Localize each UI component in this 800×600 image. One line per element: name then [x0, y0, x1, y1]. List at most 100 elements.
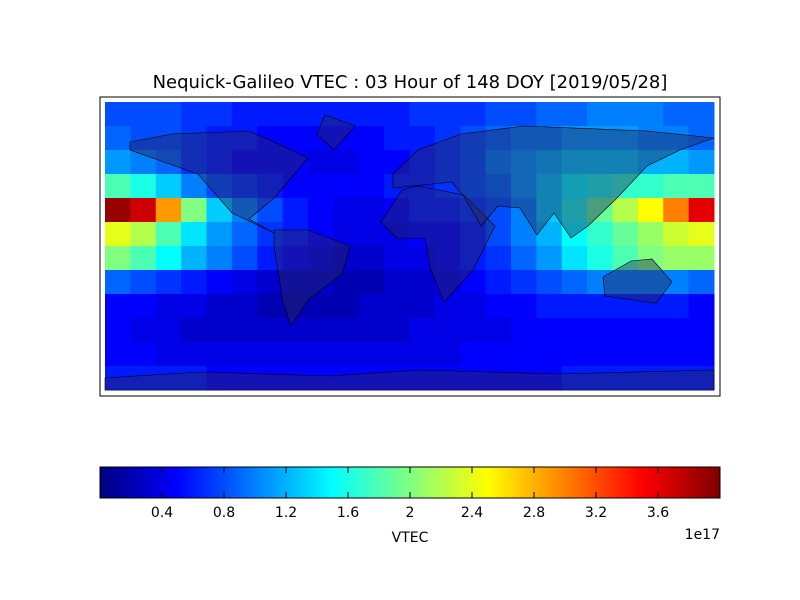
heatmap-cell	[384, 294, 410, 319]
heatmap-cell	[231, 126, 258, 151]
heatmap-cell	[637, 366, 664, 391]
heatmap-cell	[511, 366, 537, 391]
heatmap-cell	[485, 102, 512, 127]
heatmap-cell	[434, 318, 461, 343]
heatmap-cell	[384, 342, 410, 367]
heatmap-cell	[130, 318, 157, 343]
heatmap-cell	[105, 318, 131, 343]
heatmap-cell	[155, 198, 182, 223]
heatmap-cell	[282, 342, 309, 367]
heatmap-cell	[485, 342, 512, 367]
heatmap-cell	[257, 366, 284, 391]
heatmap-cell	[155, 150, 182, 175]
heatmap-cell	[358, 222, 385, 247]
heatmap-cell	[561, 318, 588, 343]
heatmap-cell	[561, 246, 588, 271]
heatmap-cell	[561, 366, 588, 391]
heatmap-cell	[409, 102, 436, 127]
heatmap-cell	[155, 294, 182, 319]
heatmap-cell	[536, 174, 563, 199]
heatmap-cell	[231, 222, 258, 247]
heatmap-cell	[282, 102, 309, 127]
heatmap-cell	[130, 294, 157, 319]
heatmap-cell	[587, 342, 613, 367]
heatmap-cell	[358, 366, 385, 391]
heatmap-cell	[561, 150, 588, 175]
heatmap-cell	[511, 150, 537, 175]
heatmap-cell	[688, 222, 715, 247]
heatmap-cell	[663, 294, 690, 319]
heatmap-cell	[308, 246, 334, 271]
heatmap-cell	[282, 174, 309, 199]
heatmap-cell	[105, 270, 131, 295]
heatmap-cell	[460, 174, 487, 199]
heatmap-cell	[308, 294, 334, 319]
heatmap-cell	[511, 198, 537, 223]
heatmap-cell	[308, 222, 334, 247]
heatmap-cell	[561, 270, 588, 295]
heatmap-cell	[130, 342, 157, 367]
heatmap-cell	[206, 150, 233, 175]
heatmap-cell	[308, 198, 334, 223]
heatmap-cell	[282, 198, 309, 223]
heatmap-cell	[155, 126, 182, 151]
heatmap-cell	[181, 126, 207, 151]
heatmap-cell	[536, 246, 563, 271]
heatmap-cell	[637, 270, 664, 295]
land	[104, 369, 715, 391]
heatmap-cell	[181, 222, 207, 247]
heatmap-cell	[637, 102, 664, 127]
heatmap-cell	[155, 366, 182, 391]
heatmap-cell	[155, 246, 182, 271]
heatmap-cell	[688, 246, 715, 271]
heatmap-cell	[612, 102, 639, 127]
heatmap-cell	[663, 318, 690, 343]
heatmap-cell	[663, 174, 690, 199]
heatmap-cell	[587, 198, 613, 223]
heatmap-cell	[308, 174, 334, 199]
heatmap-cell	[409, 294, 436, 319]
heatmap-cell	[637, 318, 664, 343]
heatmap-cell	[637, 222, 664, 247]
heatmap-cell	[282, 222, 309, 247]
heatmap-cell	[181, 366, 207, 391]
heatmap-cell	[409, 318, 436, 343]
heatmap-cell	[257, 318, 284, 343]
heatmap-cell	[155, 102, 182, 127]
heatmap-cell	[688, 150, 715, 175]
heatmap-cell	[257, 102, 284, 127]
heatmap-cell	[358, 150, 385, 175]
heatmap-cell	[409, 342, 436, 367]
heatmap-cell	[308, 102, 334, 127]
heatmap-cell	[384, 318, 410, 343]
colorbar-label: VTEC	[392, 530, 429, 546]
heatmap-cell	[587, 102, 613, 127]
heatmap-cell	[231, 102, 258, 127]
heatmap-cell	[587, 222, 613, 247]
heatmap-cell	[358, 174, 385, 199]
heatmap-cell	[460, 198, 487, 223]
heatmap-cell	[257, 342, 284, 367]
heatmap-cell	[612, 294, 639, 319]
heatmap-cell	[485, 318, 512, 343]
heatmap-cell	[688, 102, 715, 127]
heatmap-cell	[105, 366, 131, 391]
heatmap-cell	[384, 174, 410, 199]
heatmap-cell	[384, 126, 410, 151]
heatmap-cell	[206, 126, 233, 151]
heatmap-cell	[637, 198, 664, 223]
heatmap-cell	[460, 246, 487, 271]
heatmap-cell	[282, 366, 309, 391]
heatmap-cell	[206, 102, 233, 127]
heatmap-cell	[511, 318, 537, 343]
heatmap-cell	[409, 270, 436, 295]
heatmap-cell	[105, 150, 131, 175]
heatmap-cell	[663, 246, 690, 271]
heatmap-cell	[231, 270, 258, 295]
heatmap-cell	[358, 342, 385, 367]
heatmap-cell	[460, 102, 487, 127]
heatmap-cell	[460, 294, 487, 319]
heatmap-cell	[637, 150, 664, 175]
heatmap-cell	[663, 126, 690, 151]
